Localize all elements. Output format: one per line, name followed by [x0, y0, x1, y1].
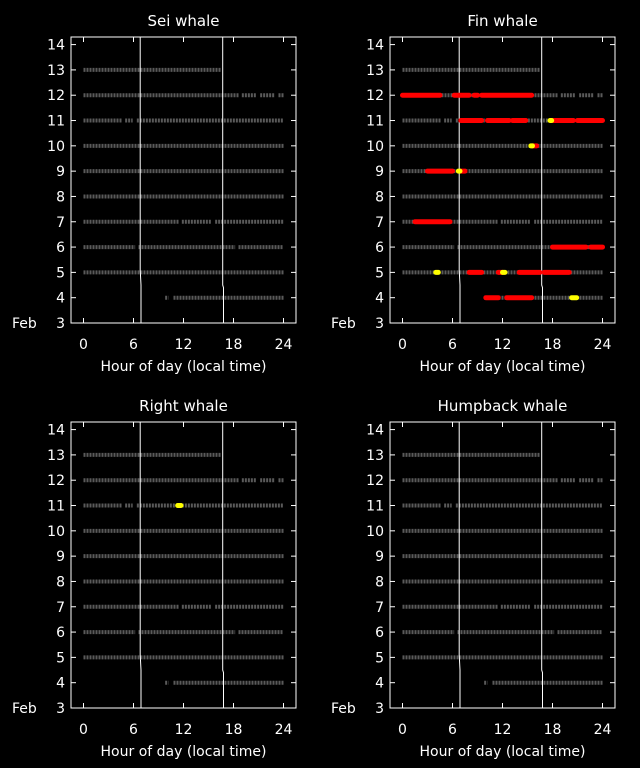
- y-tick-label: 4: [375, 676, 384, 692]
- axes-frame: [70, 421, 297, 709]
- y-tick-label: 13: [47, 448, 65, 464]
- y-tick-label: 9: [375, 164, 384, 180]
- sunrise-line: [458, 422, 461, 708]
- y-tick-label: 3: [56, 316, 65, 332]
- y-tick-label: 5: [375, 265, 384, 281]
- y-tick-label: 9: [56, 164, 65, 180]
- y-tick-label: 6: [375, 625, 384, 641]
- x-tick-label: 18: [544, 337, 562, 353]
- x-axis-label: Hour of day (local time): [101, 744, 267, 760]
- panel-3: Right whale 3 4 5 6 7 8 9 10 11 12 13 14 0 6 12 18 24 Hour…: [12, 397, 297, 760]
- y-tick-label: 8: [375, 574, 384, 590]
- x-tick-label: 18: [225, 722, 243, 738]
- y-tick-label: 7: [56, 600, 65, 616]
- y-tick-label: 10: [47, 524, 65, 540]
- y-tick-label: 8: [375, 189, 384, 205]
- panel-4: Humpback whale 3 4 5 6 7 8 9 10 11 12 13 14 0 6 12 18 24 H…: [331, 397, 616, 760]
- sunset-line: [222, 422, 224, 708]
- y-tick-label: 3: [375, 701, 384, 717]
- x-tick-label: 18: [225, 337, 243, 353]
- x-axis-label: Hour of day (local time): [101, 359, 267, 375]
- y-tick-label: 5: [56, 650, 65, 666]
- y-tick-label: 11: [47, 499, 65, 515]
- sunrise-line: [139, 422, 142, 708]
- y-tick-label: 12: [47, 473, 65, 489]
- y-tick-label: 10: [366, 524, 384, 540]
- y-tick-label: 8: [56, 189, 65, 205]
- x-tick-label: 6: [129, 337, 138, 353]
- y-tick-label: 14: [47, 38, 65, 54]
- sunset-line: [541, 37, 543, 323]
- y-tick-label: 4: [375, 291, 384, 307]
- y-tick-label: 6: [375, 240, 384, 256]
- y-tick-label: 7: [56, 215, 65, 231]
- x-tick-label: 6: [448, 337, 457, 353]
- y-tick-label: 8: [56, 574, 65, 590]
- y-tick-label: 6: [56, 625, 65, 641]
- panel-title: Sei whale: [147, 12, 219, 30]
- x-tick-label: 24: [275, 722, 293, 738]
- x-tick-label: 24: [594, 337, 612, 353]
- month-label: Feb: [331, 316, 356, 332]
- x-axis-label: Hour of day (local time): [420, 359, 586, 375]
- y-tick-label: 4: [56, 676, 65, 692]
- y-tick-label: 5: [375, 650, 384, 666]
- month-label: Feb: [331, 701, 356, 717]
- x-tick-label: 0: [398, 337, 407, 353]
- y-tick-label: 7: [375, 215, 384, 231]
- y-tick-label: 11: [366, 114, 384, 130]
- y-tick-label: 9: [375, 549, 384, 565]
- x-tick-label: 0: [79, 337, 88, 353]
- panel-title: Fin whale: [467, 12, 537, 30]
- x-tick-label: 12: [175, 722, 193, 738]
- y-tick-label: 6: [56, 240, 65, 256]
- y-tick-label: 13: [366, 448, 384, 464]
- y-tick-label: 3: [375, 316, 384, 332]
- axes-frame: [70, 36, 297, 324]
- y-tick-label: 4: [56, 291, 65, 307]
- x-tick-label: 24: [275, 337, 293, 353]
- x-tick-label: 12: [494, 337, 512, 353]
- y-tick-label: 12: [366, 88, 384, 104]
- y-tick-label: 12: [47, 88, 65, 104]
- y-tick-label: 14: [366, 38, 384, 54]
- month-label: Feb: [12, 701, 37, 717]
- y-tick-label: 11: [47, 114, 65, 130]
- y-tick-label: 7: [375, 600, 384, 616]
- y-tick-label: 10: [366, 139, 384, 155]
- x-tick-label: 6: [448, 722, 457, 738]
- panel-title: Right whale: [139, 397, 228, 415]
- sunrise-line: [458, 37, 461, 323]
- month-label: Feb: [12, 316, 37, 332]
- axes-frame: [389, 421, 616, 709]
- x-tick-label: 0: [398, 722, 407, 738]
- x-tick-label: 6: [129, 722, 138, 738]
- sunrise-line: [139, 37, 142, 323]
- axes-frame: [389, 36, 616, 324]
- y-tick-label: 10: [47, 139, 65, 155]
- x-tick-label: 24: [594, 722, 612, 738]
- y-tick-label: 3: [56, 701, 65, 717]
- x-axis-label: Hour of day (local time): [420, 744, 586, 760]
- y-tick-label: 12: [366, 473, 384, 489]
- y-tick-label: 11: [366, 499, 384, 515]
- y-tick-label: 9: [56, 549, 65, 565]
- x-tick-label: 12: [175, 337, 193, 353]
- y-tick-label: 13: [366, 63, 384, 79]
- panel-2: Fin whale 3 4 5 6 7 8 9 10 11 12 13 14 0 6 12 18 24 Hour o…: [331, 12, 616, 375]
- y-tick-label: 13: [47, 63, 65, 79]
- x-tick-label: 0: [79, 722, 88, 738]
- x-tick-label: 18: [544, 722, 562, 738]
- y-tick-label: 14: [366, 423, 384, 439]
- panel-title: Humpback whale: [438, 397, 568, 415]
- y-tick-label: 5: [56, 265, 65, 281]
- x-tick-label: 12: [494, 722, 512, 738]
- y-tick-label: 14: [47, 423, 65, 439]
- sunset-line: [222, 37, 224, 323]
- sunset-line: [541, 422, 543, 708]
- panel-1: Sei whale 3 4 5 6 7 8 9 10 11 12 13 14 0 6 12 18 24 Hour o…: [12, 12, 297, 375]
